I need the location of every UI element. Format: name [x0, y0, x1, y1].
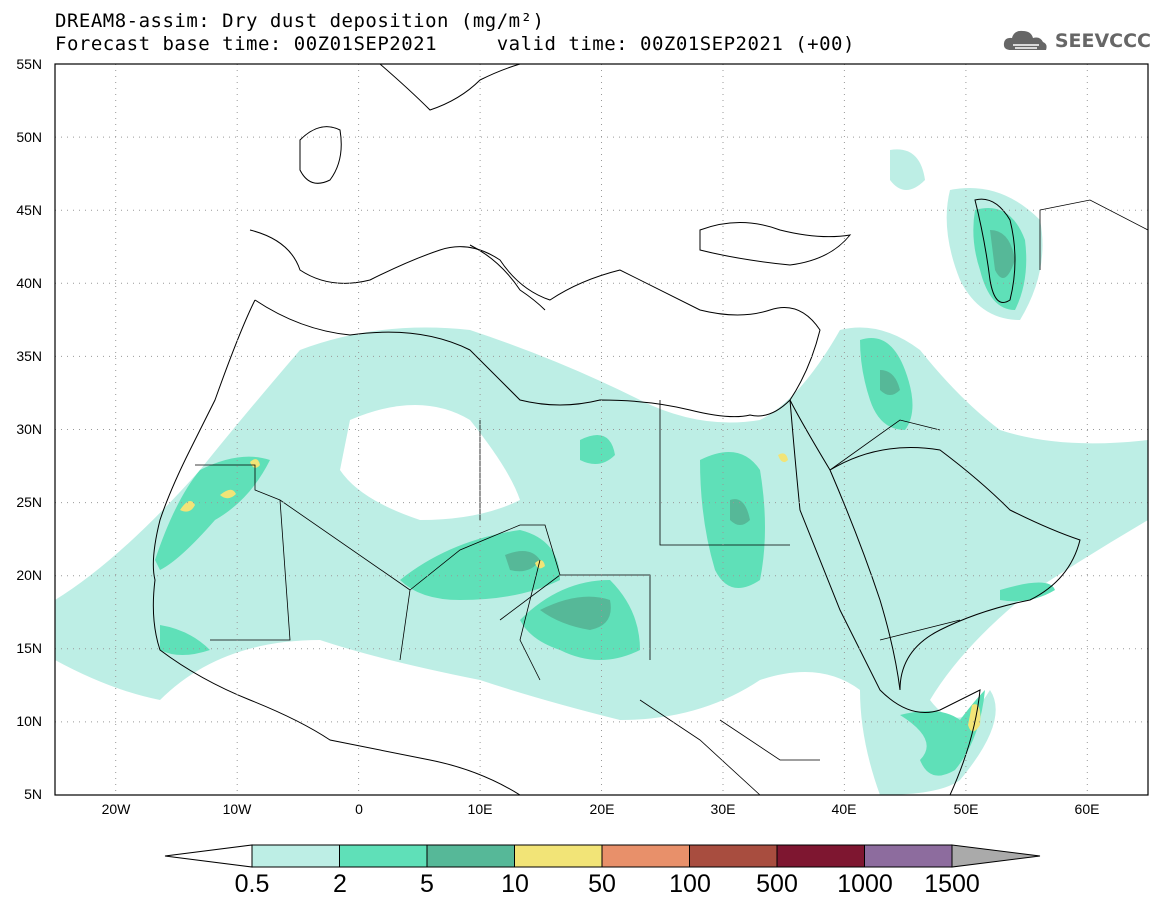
lat-tick-label: 40N — [16, 275, 42, 291]
map-frame — [54, 63, 1149, 796]
logo-text: SEEVCCC — [1054, 30, 1151, 52]
italy-coastline — [469, 244, 546, 311]
colorbar-label: 1000 — [837, 870, 893, 898]
red-sea-coastline — [789, 399, 901, 691]
colorbar-bin-7 — [776, 844, 865, 868]
scandinavia-coastline — [379, 64, 521, 111]
dust-level-1-region — [55, 327, 1148, 795]
map-subtitle: Forecast base time: 00Z01SEP2021 valid t… — [55, 33, 855, 55]
caspian-coastline — [974, 198, 1016, 303]
dust-level-2-region — [155, 208, 1055, 776]
map-area — [55, 64, 1148, 795]
colorbar-label: 50 — [588, 870, 616, 898]
colorbar-label: 1500 — [924, 870, 980, 898]
lon-tick-label: 60E — [1074, 801, 1100, 817]
lat-tick-label: 50N — [16, 129, 42, 145]
lon-tick-label: 50E — [953, 801, 979, 817]
colorbar-bin-5 — [601, 844, 690, 868]
europe-coastline — [249, 229, 821, 401]
colorbar-label: 5 — [420, 870, 434, 898]
britain-coastline — [299, 126, 342, 184]
seevccc-logo: SEEVCCC — [1001, 26, 1151, 56]
dust-level-1-north — [890, 149, 925, 190]
colorbar-label: 2 — [333, 870, 347, 898]
lon-tick-label: 10E — [467, 801, 493, 817]
west-africa-coastline — [152, 299, 521, 795]
lat-tick-label: 5N — [24, 786, 42, 802]
lat-tick-label: 35N — [16, 348, 42, 364]
colorbar — [164, 844, 1041, 868]
lat-tick-label: 20N — [16, 567, 42, 583]
graticule — [55, 64, 1148, 795]
cloud-logo-icon — [1003, 30, 1047, 50]
lon-tick-label: 0 — [355, 801, 363, 817]
colorbar-label: 0.5 — [234, 870, 270, 898]
lon-tick-label: 20E — [589, 801, 615, 817]
black-sea-coastline — [699, 222, 852, 266]
lat-tick-label: 30N — [16, 421, 42, 437]
colorbar-label: 100 — [669, 870, 711, 898]
lat-tick-label: 25N — [16, 494, 42, 510]
colorbar-bin-4 — [514, 844, 603, 868]
colorbar-over-triangle — [951, 844, 1041, 868]
colorbar-label: 10 — [501, 870, 529, 898]
deposition-shading — [55, 149, 1148, 795]
lon-tick-label: 30E — [710, 801, 736, 817]
lat-tick-label: 15N — [16, 640, 42, 656]
colorbar-bin-1 — [251, 844, 340, 868]
colorbar-label: 500 — [756, 870, 798, 898]
colorbar-bin-3 — [426, 844, 515, 868]
lon-tick-label: 20W — [101, 801, 131, 817]
lon-tick-label: 10W — [222, 801, 252, 817]
africa-coastline — [254, 299, 981, 795]
colorbar-bin-6 — [689, 844, 778, 868]
map-title: DREAM8-assim: Dry dust deposition (mg/m²… — [55, 10, 545, 32]
lat-tick-label: 10N — [16, 713, 42, 729]
colorbar-under-triangle — [164, 844, 253, 868]
colorbar-bin-8 — [864, 844, 953, 868]
coastlines — [152, 64, 1081, 795]
lat-tick-label: 55N — [16, 56, 42, 72]
lon-tick-label: 40E — [831, 801, 857, 817]
arabia-coastline — [829, 447, 1081, 691]
dust-clear-sahara — [340, 405, 520, 520]
lat-tick-label: 45N — [16, 202, 42, 218]
colorbar-bin-2 — [339, 844, 428, 868]
